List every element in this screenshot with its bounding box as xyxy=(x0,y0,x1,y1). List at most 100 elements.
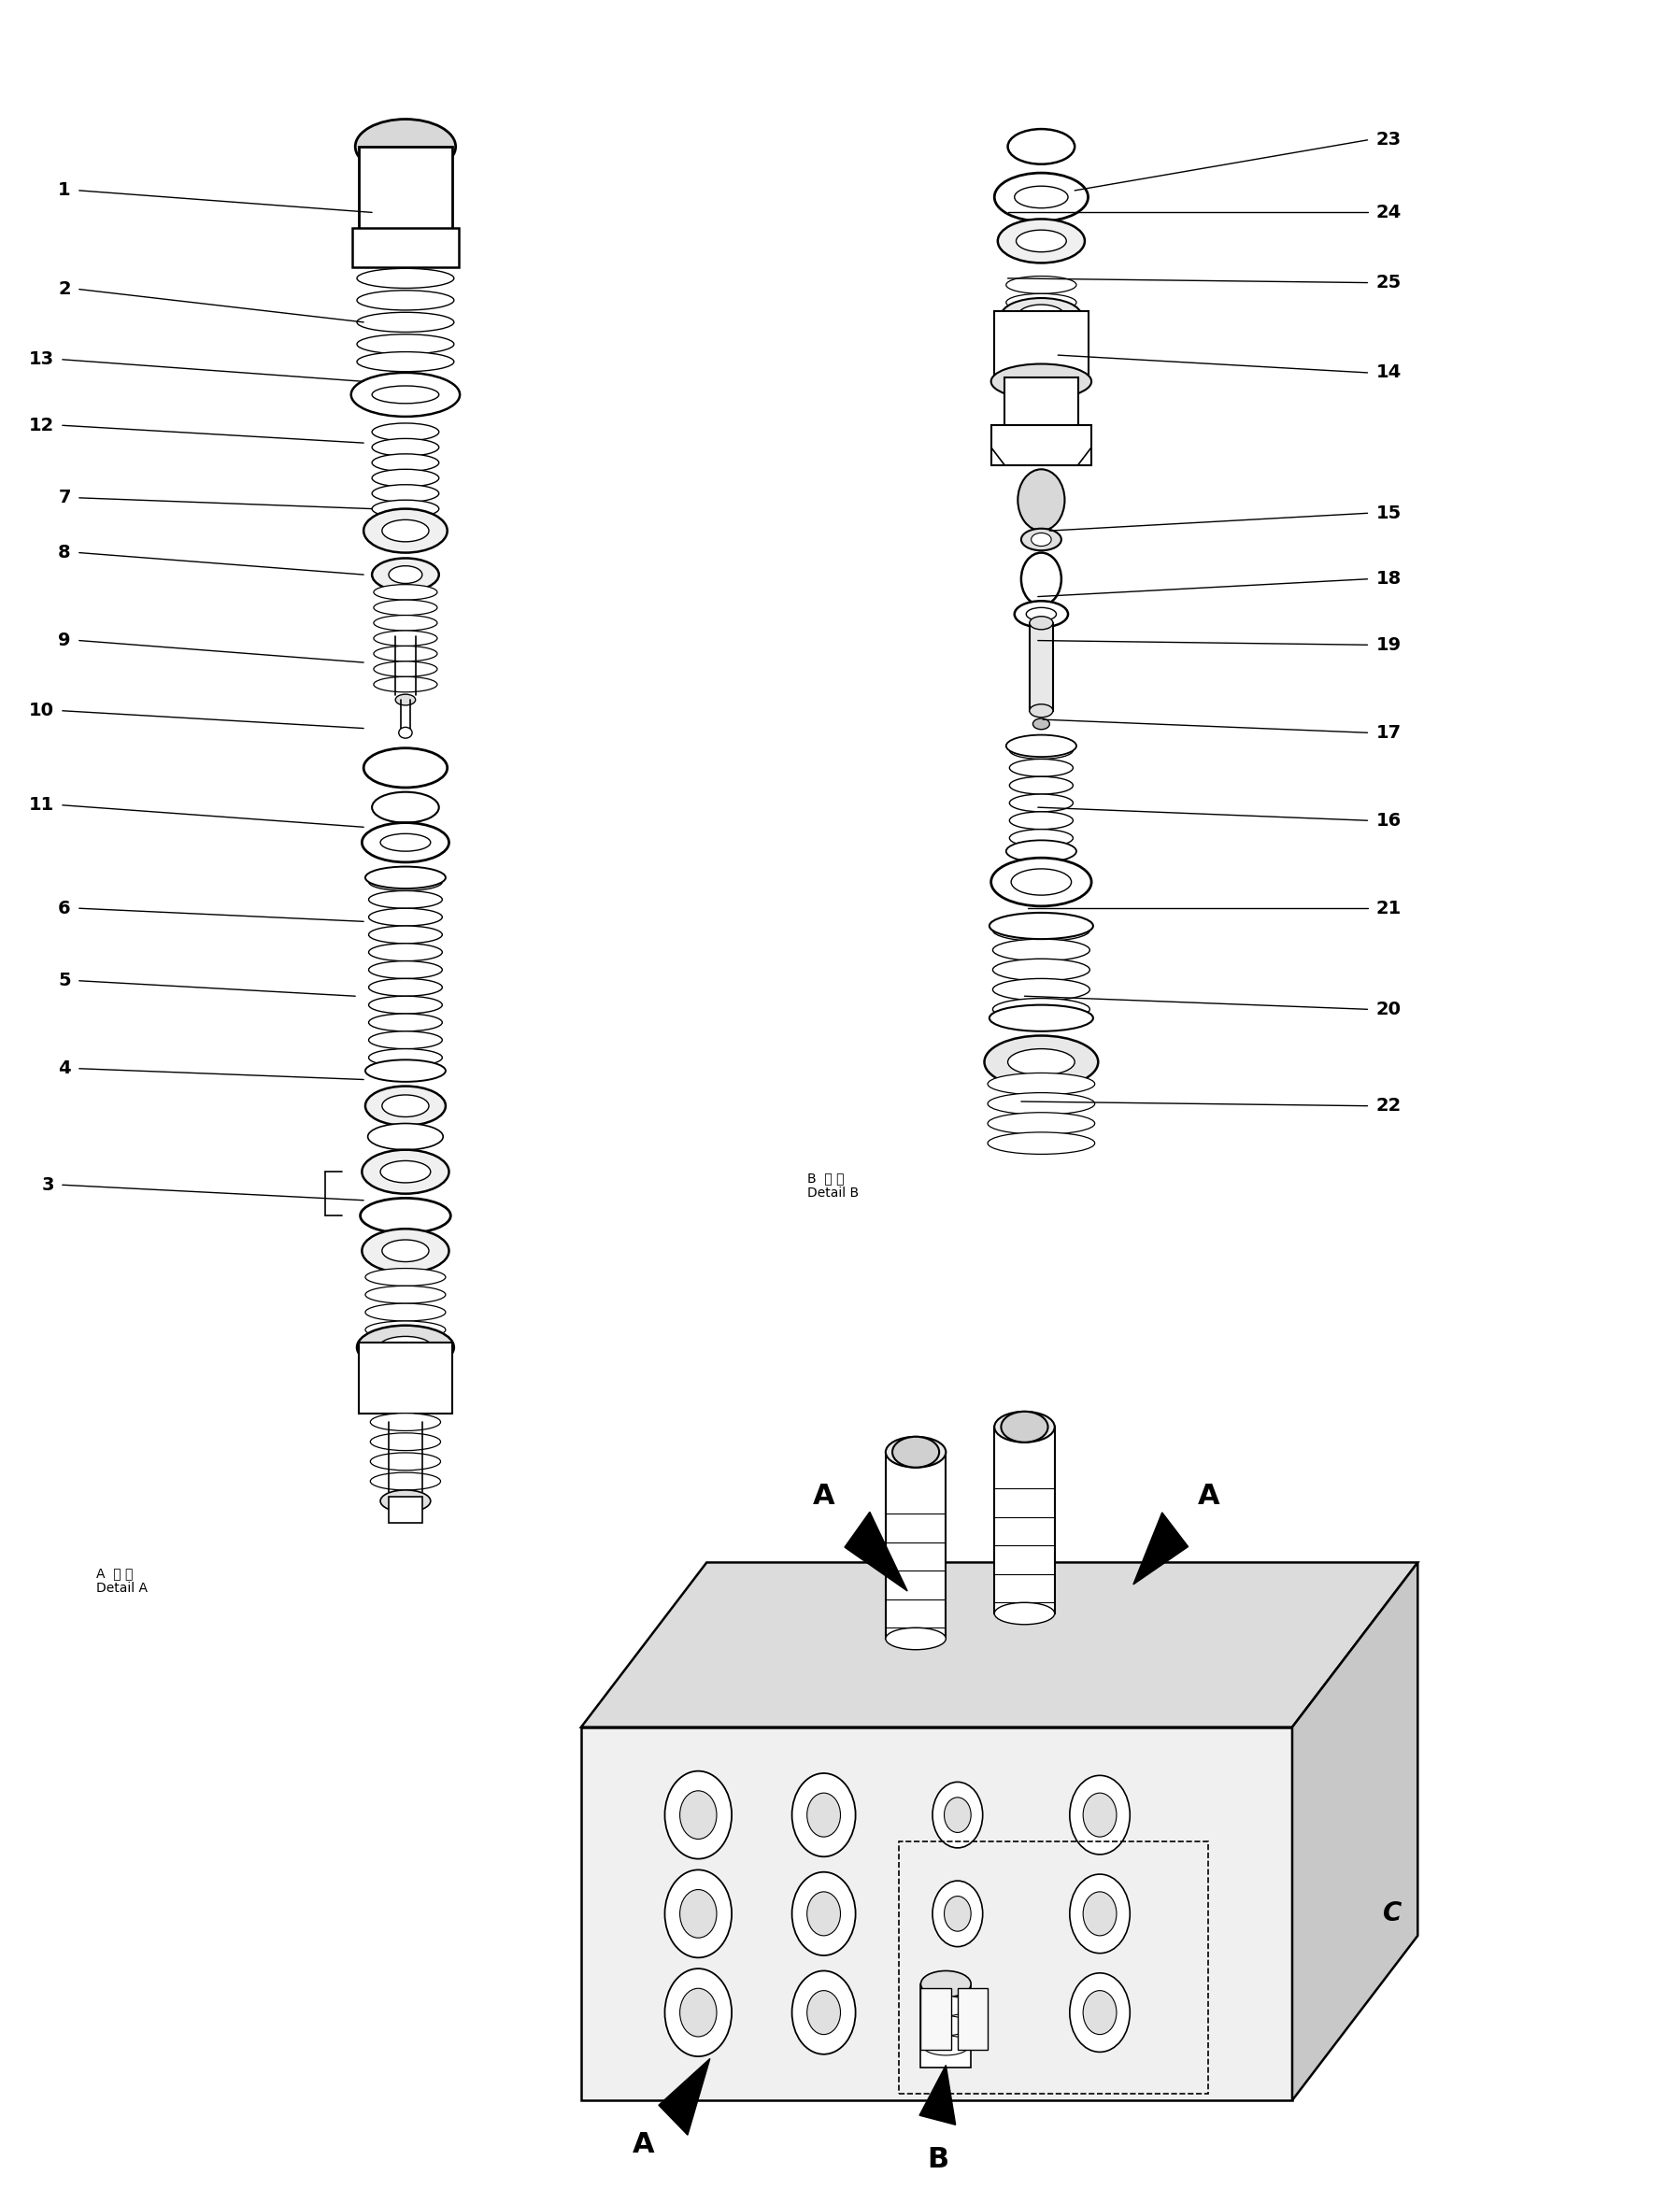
Text: 1: 1 xyxy=(59,181,71,198)
Ellipse shape xyxy=(368,890,442,908)
Ellipse shape xyxy=(380,1161,430,1183)
Ellipse shape xyxy=(993,938,1089,961)
Text: 6: 6 xyxy=(59,899,71,916)
Ellipse shape xyxy=(993,958,1089,980)
Ellipse shape xyxy=(1016,229,1065,251)
Ellipse shape xyxy=(371,469,438,487)
Ellipse shape xyxy=(381,1240,428,1262)
Ellipse shape xyxy=(944,1897,971,1932)
Ellipse shape xyxy=(356,313,454,333)
Bar xyxy=(358,1344,452,1412)
Polygon shape xyxy=(659,2058,709,2135)
Ellipse shape xyxy=(368,978,442,996)
Polygon shape xyxy=(1292,1562,1416,2099)
Ellipse shape xyxy=(388,566,422,584)
Ellipse shape xyxy=(991,363,1090,399)
Ellipse shape xyxy=(1006,275,1075,293)
Ellipse shape xyxy=(885,1436,946,1467)
Ellipse shape xyxy=(679,1989,716,2036)
Text: 4: 4 xyxy=(59,1060,71,1077)
Text: A: A xyxy=(811,1483,835,1511)
Ellipse shape xyxy=(1006,736,1075,758)
Ellipse shape xyxy=(932,1782,983,1848)
Text: 19: 19 xyxy=(1376,637,1401,654)
Ellipse shape xyxy=(922,1996,969,2016)
Ellipse shape xyxy=(365,1304,445,1322)
Ellipse shape xyxy=(395,694,415,705)
Ellipse shape xyxy=(1020,529,1060,551)
Ellipse shape xyxy=(988,1093,1094,1115)
Bar xyxy=(991,425,1090,465)
Bar xyxy=(921,1985,971,2066)
Text: 10: 10 xyxy=(29,703,54,720)
Ellipse shape xyxy=(365,1269,445,1287)
Ellipse shape xyxy=(398,727,412,738)
Ellipse shape xyxy=(381,520,428,542)
Ellipse shape xyxy=(988,1132,1094,1154)
Ellipse shape xyxy=(351,372,460,416)
Ellipse shape xyxy=(378,1337,432,1359)
Ellipse shape xyxy=(1011,868,1070,894)
Text: B  詳 細
Detail B: B 詳 細 Detail B xyxy=(806,1172,858,1201)
Ellipse shape xyxy=(368,996,442,1013)
Ellipse shape xyxy=(922,2036,969,2055)
Ellipse shape xyxy=(361,1229,449,1273)
Text: A: A xyxy=(1196,1483,1220,1511)
Bar xyxy=(358,148,452,234)
Ellipse shape xyxy=(1018,304,1063,326)
Ellipse shape xyxy=(993,978,1089,1000)
Circle shape xyxy=(1020,553,1060,606)
Ellipse shape xyxy=(988,1113,1094,1135)
Ellipse shape xyxy=(1028,617,1052,630)
Ellipse shape xyxy=(370,1472,440,1489)
Text: 22: 22 xyxy=(1376,1097,1401,1115)
Ellipse shape xyxy=(1010,742,1072,760)
Ellipse shape xyxy=(1068,1974,1129,2051)
Ellipse shape xyxy=(1006,293,1075,311)
Bar xyxy=(388,1496,422,1522)
Text: 8: 8 xyxy=(59,544,71,562)
Ellipse shape xyxy=(371,386,438,403)
Ellipse shape xyxy=(995,172,1087,220)
Ellipse shape xyxy=(373,645,437,661)
Ellipse shape xyxy=(1010,793,1072,811)
Ellipse shape xyxy=(1008,130,1074,165)
Ellipse shape xyxy=(995,1602,1053,1624)
Text: 23: 23 xyxy=(1376,132,1401,150)
Ellipse shape xyxy=(371,791,438,822)
Ellipse shape xyxy=(380,1489,430,1511)
Ellipse shape xyxy=(368,1049,442,1066)
Polygon shape xyxy=(1132,1513,1188,1584)
Ellipse shape xyxy=(373,584,437,599)
Ellipse shape xyxy=(995,1412,1053,1443)
Text: 18: 18 xyxy=(1376,571,1401,588)
Ellipse shape xyxy=(371,438,438,456)
Text: 14: 14 xyxy=(1376,363,1401,381)
Bar xyxy=(995,311,1087,377)
Ellipse shape xyxy=(370,1452,440,1469)
Ellipse shape xyxy=(1010,760,1072,778)
Ellipse shape xyxy=(1068,1776,1129,1855)
Polygon shape xyxy=(919,2064,954,2126)
Ellipse shape xyxy=(373,615,437,630)
Ellipse shape xyxy=(1015,185,1067,207)
Text: 3: 3 xyxy=(42,1176,54,1194)
Ellipse shape xyxy=(368,872,442,890)
Ellipse shape xyxy=(354,119,455,174)
Polygon shape xyxy=(581,1562,1416,1727)
Text: A: A xyxy=(632,2130,654,2157)
Ellipse shape xyxy=(356,335,454,355)
Ellipse shape xyxy=(1082,1892,1116,1936)
Ellipse shape xyxy=(368,1031,442,1049)
Ellipse shape xyxy=(1082,1992,1116,2033)
Ellipse shape xyxy=(1025,608,1055,621)
Ellipse shape xyxy=(373,599,437,615)
Ellipse shape xyxy=(356,269,454,289)
Ellipse shape xyxy=(363,509,447,553)
Ellipse shape xyxy=(368,1013,442,1031)
Ellipse shape xyxy=(1001,1412,1047,1443)
Ellipse shape xyxy=(368,1124,444,1150)
Text: 25: 25 xyxy=(1376,273,1401,291)
Ellipse shape xyxy=(991,857,1090,905)
Text: 7: 7 xyxy=(59,489,71,507)
